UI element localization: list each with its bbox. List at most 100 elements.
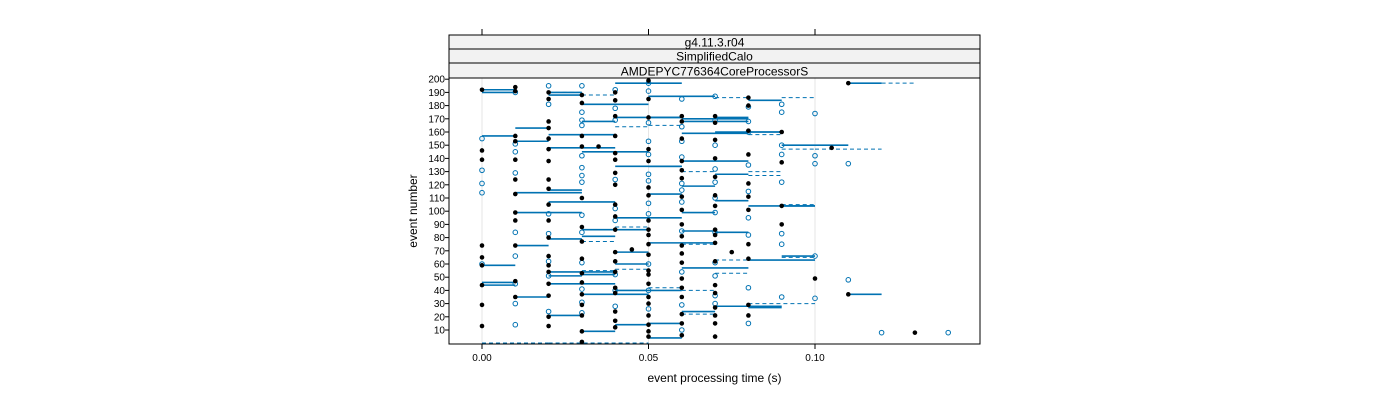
filled-point — [646, 193, 651, 198]
filled-point — [579, 144, 585, 149]
y-tick-label: 140 — [428, 154, 445, 165]
filled-point — [646, 146, 651, 152]
filled-point — [746, 181, 751, 186]
open-point — [545, 83, 552, 89]
y-axis-title: event number — [406, 174, 420, 247]
open-point — [479, 180, 485, 187]
open-point — [645, 200, 652, 207]
x-tick-label: 0.05 — [639, 353, 659, 364]
open-point — [712, 142, 718, 148]
filled-point — [712, 305, 718, 310]
filled-point — [646, 329, 651, 334]
filled-point — [546, 314, 551, 320]
filled-point — [546, 119, 551, 124]
open-point — [645, 178, 652, 184]
filled-point — [513, 218, 518, 223]
filled-point — [679, 158, 685, 164]
filled-point — [579, 292, 585, 297]
y-tick-label: 10 — [434, 326, 446, 337]
filled-point — [479, 282, 485, 288]
open-point — [545, 258, 552, 265]
filled-point — [612, 269, 618, 275]
x-axis-title: event processing time (s) — [647, 371, 781, 385]
filled-point — [513, 88, 518, 94]
filled-point — [779, 129, 784, 135]
filled-point — [646, 232, 651, 238]
y-tick-label: 30 — [434, 299, 446, 310]
filled-point — [679, 175, 685, 181]
filled-point — [679, 321, 685, 326]
filled-point — [712, 193, 718, 198]
filled-point — [479, 323, 485, 329]
filled-point — [712, 259, 718, 264]
open-point — [612, 105, 619, 112]
open-point — [745, 118, 752, 125]
y-tick-label: 180 — [428, 101, 445, 112]
filled-point — [479, 87, 485, 93]
open-point — [778, 142, 785, 148]
open-point — [579, 109, 585, 115]
filled-point — [546, 90, 551, 95]
filled-point — [629, 247, 635, 252]
filled-point — [679, 167, 685, 173]
filled-point — [712, 290, 718, 296]
filled-point — [679, 276, 685, 281]
open-point — [712, 166, 718, 172]
filled-point — [646, 78, 651, 83]
filled-point — [546, 186, 551, 192]
open-point — [512, 253, 519, 259]
y-tick-label: 200 — [428, 75, 445, 86]
filled-point — [746, 302, 751, 308]
filled-point — [612, 150, 618, 156]
open-point — [579, 179, 585, 185]
filled-point — [646, 281, 651, 287]
filled-point — [679, 285, 685, 291]
filled-point — [646, 334, 651, 339]
open-point — [579, 83, 585, 89]
filled-point — [712, 313, 718, 318]
open-point — [645, 261, 652, 267]
filled-point — [679, 207, 685, 213]
open-point — [645, 119, 652, 126]
open-point — [679, 269, 685, 275]
filled-point — [479, 302, 485, 308]
filled-point — [746, 128, 751, 133]
strip-2-label: SimplifiedCalo — [676, 50, 753, 64]
filled-point — [746, 152, 751, 157]
open-point — [545, 230, 552, 237]
filled-point — [679, 243, 685, 248]
open-point — [512, 170, 519, 176]
filled-point — [579, 313, 585, 318]
open-point — [679, 199, 685, 205]
open-point — [479, 135, 485, 142]
strip-2: SimplifiedCalo — [448, 48, 981, 64]
open-point — [612, 176, 619, 183]
open-point — [545, 211, 552, 217]
open-point — [512, 300, 519, 307]
filled-point — [646, 115, 651, 120]
filled-point — [513, 210, 518, 215]
filled-point — [712, 120, 718, 126]
filled-point — [479, 243, 485, 248]
filled-point — [579, 256, 585, 262]
filled-point — [646, 294, 651, 300]
filled-point — [513, 177, 518, 182]
open-point — [845, 160, 852, 167]
open-point — [878, 329, 885, 336]
filled-point — [546, 146, 551, 152]
y-tick-label: 40 — [434, 286, 446, 297]
open-point — [745, 215, 752, 221]
filled-point — [612, 157, 618, 163]
filled-point — [679, 136, 685, 141]
filled-point — [712, 232, 718, 238]
filled-point — [612, 259, 618, 264]
y-tick-label: 130 — [428, 167, 445, 178]
filled-point — [546, 202, 551, 207]
filled-point — [579, 280, 585, 285]
open-point — [645, 171, 652, 178]
filled-point — [746, 207, 751, 213]
open-point — [579, 122, 585, 129]
filled-point — [679, 251, 685, 256]
y-tick-label: 170 — [428, 114, 445, 125]
filled-point — [612, 170, 618, 176]
